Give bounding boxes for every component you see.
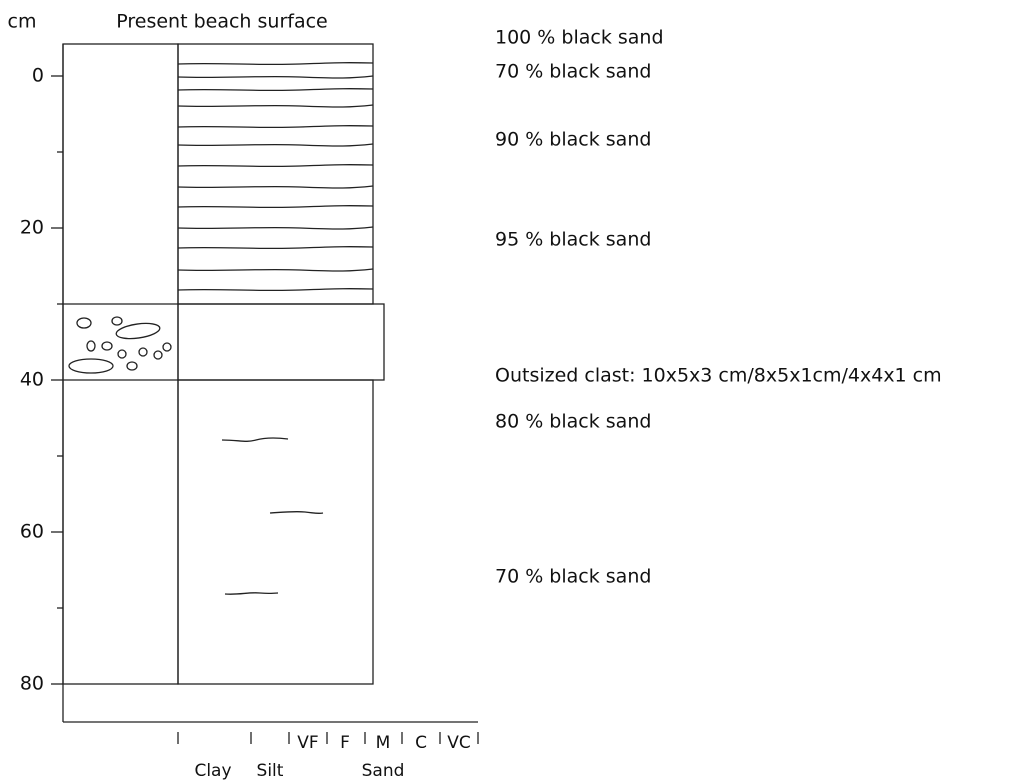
depth-label: 60 [20, 521, 44, 543]
annotation: 70 % black sand [495, 566, 651, 588]
annotation: 90 % black sand [495, 129, 651, 151]
lamina [178, 227, 373, 229]
annotation: 70 % black sand [495, 61, 651, 83]
lower-unit [178, 380, 373, 684]
lamina [178, 63, 373, 65]
laminated-unit [178, 44, 373, 304]
lamina [178, 89, 373, 91]
stratigraphic-log: cm Present beach surface VF F M C VC Clay Silt… [0, 0, 1009, 783]
grain-group-label: Sand [362, 761, 405, 781]
lamina [178, 165, 373, 167]
clasts [64, 305, 177, 379]
depth-label: 40 [20, 369, 44, 391]
lamina [178, 126, 373, 128]
annotation: Outsized clast: 10x5x3 cm/8x5x1cm/4x4x1 … [495, 365, 942, 387]
lamina [222, 438, 288, 441]
sand-class-label: VC [447, 733, 471, 753]
title: Present beach surface [116, 11, 327, 33]
clast-unit [178, 304, 384, 380]
lamina [178, 247, 373, 249]
annotation: 80 % black sand [495, 411, 651, 433]
unit-label: cm [8, 11, 37, 33]
lamina [178, 105, 373, 107]
annotation: 100 % black sand [495, 27, 664, 49]
grain-group-label: Clay [194, 761, 231, 781]
lamina [225, 593, 278, 594]
depth-label: 80 [20, 673, 44, 695]
lamina [178, 186, 373, 188]
sand-class-label: VF [297, 733, 318, 753]
sand-class-label: C [415, 733, 427, 753]
lamina [270, 512, 323, 514]
grain-group-label: Silt [257, 761, 284, 781]
laminations [178, 63, 373, 291]
depth-label: 20 [20, 217, 44, 239]
depth-label: 0 [32, 65, 44, 87]
lamina [178, 289, 373, 291]
annotation: 95 % black sand [495, 229, 651, 251]
sand-class-label: M [376, 733, 391, 753]
lamina [178, 76, 373, 78]
lamina [178, 269, 373, 271]
sand-class-label: F [340, 733, 350, 753]
lamina [178, 206, 373, 208]
grain-size-ticks [178, 732, 478, 744]
lamina [178, 144, 373, 146]
